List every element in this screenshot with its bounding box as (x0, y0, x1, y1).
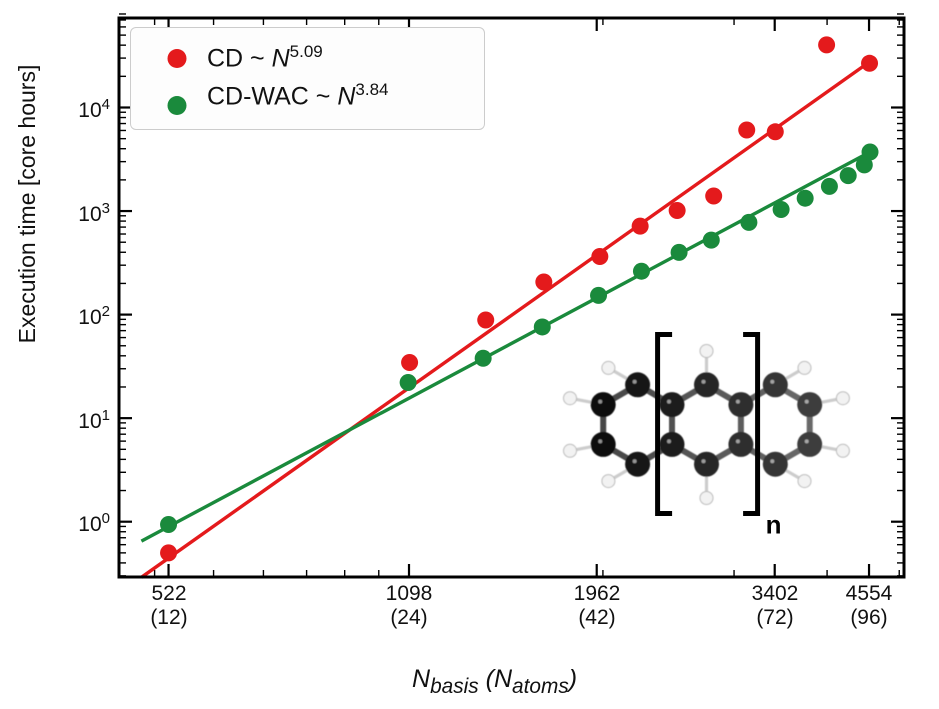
svg-text:n: n (766, 510, 782, 540)
